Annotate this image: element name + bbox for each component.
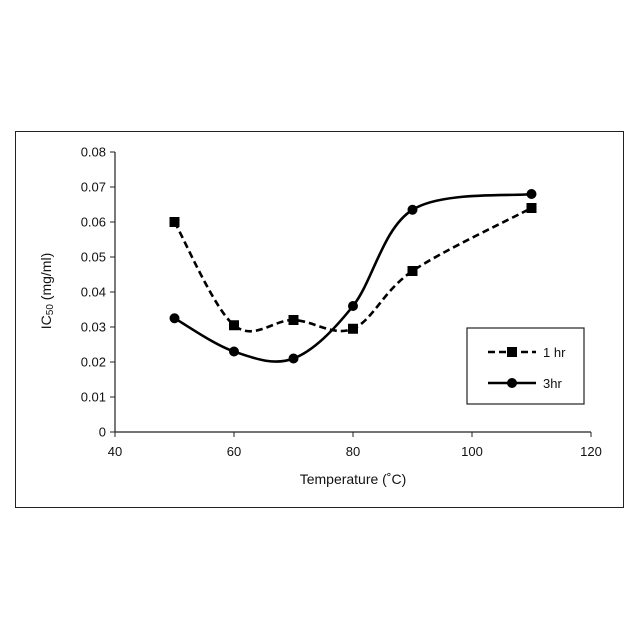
square-marker: [170, 217, 180, 227]
x-tick-label: 80: [346, 444, 360, 459]
legend-label: 3hr: [543, 376, 562, 391]
square-marker: [408, 266, 418, 276]
square-marker: [348, 324, 358, 334]
square-marker: [527, 203, 537, 213]
square-marker: [289, 315, 299, 325]
circle-marker: [289, 354, 299, 364]
y-tick-label: 0.03: [81, 320, 106, 335]
x-tick-label: 100: [461, 444, 483, 459]
circle-marker: [348, 301, 358, 311]
legend-box: [467, 328, 584, 404]
axes: 0 0.01 0.02 0.03 0.04 0.05 0.06 0.07 0.08 40 60 80 1…: [81, 145, 602, 460]
square-marker: [229, 320, 239, 330]
x-tick-label: 40: [108, 444, 122, 459]
legend-marker: [507, 347, 517, 357]
legend-marker: [507, 378, 517, 388]
series-line: [175, 208, 532, 331]
x-tick-label: 60: [227, 444, 241, 459]
y-tick-label: 0.06: [81, 215, 106, 230]
y-tick-label: 0.05: [81, 250, 106, 265]
legend-label: 1 hr: [543, 345, 566, 360]
x-axis-title: Temperature (˚C): [300, 471, 407, 487]
legend: 1 hr 3hr: [467, 328, 584, 404]
y-tick-label: 0.08: [81, 145, 106, 160]
y-tick-label: 0.07: [81, 180, 106, 195]
circle-marker: [408, 205, 418, 215]
series-1: [170, 203, 537, 334]
circle-marker: [229, 347, 239, 357]
y-tick-label: 0.02: [81, 355, 106, 370]
y-tick-label: 0: [99, 425, 106, 440]
circle-marker: [170, 313, 180, 323]
y-tick-label: 0.01: [81, 390, 106, 405]
y-axis-title: IC50 (mg/ml): [38, 253, 56, 329]
y-tick-label: 0.04: [81, 285, 106, 300]
circle-marker: [527, 189, 537, 199]
x-tick-label: 120: [580, 444, 602, 459]
